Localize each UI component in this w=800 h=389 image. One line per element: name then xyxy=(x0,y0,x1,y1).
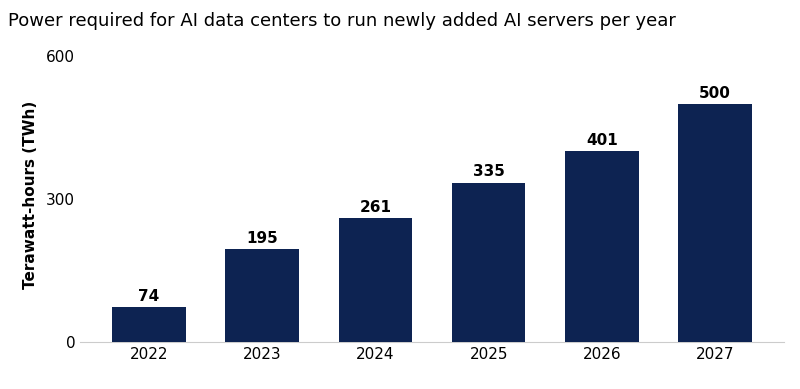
Bar xyxy=(112,307,186,342)
Text: 261: 261 xyxy=(359,200,391,214)
Text: 335: 335 xyxy=(473,164,505,179)
Text: 195: 195 xyxy=(246,231,278,246)
Text: 401: 401 xyxy=(586,133,618,148)
Text: Power required for AI data centers to run newly added AI servers per year: Power required for AI data centers to ru… xyxy=(8,12,676,30)
Bar xyxy=(338,218,412,342)
Bar xyxy=(452,182,526,342)
Text: 74: 74 xyxy=(138,289,159,304)
Text: 500: 500 xyxy=(699,86,731,101)
Bar xyxy=(226,249,299,342)
Y-axis label: Terawatt-hours (TWh): Terawatt-hours (TWh) xyxy=(23,100,38,289)
Bar xyxy=(678,104,752,342)
Bar xyxy=(565,151,638,342)
